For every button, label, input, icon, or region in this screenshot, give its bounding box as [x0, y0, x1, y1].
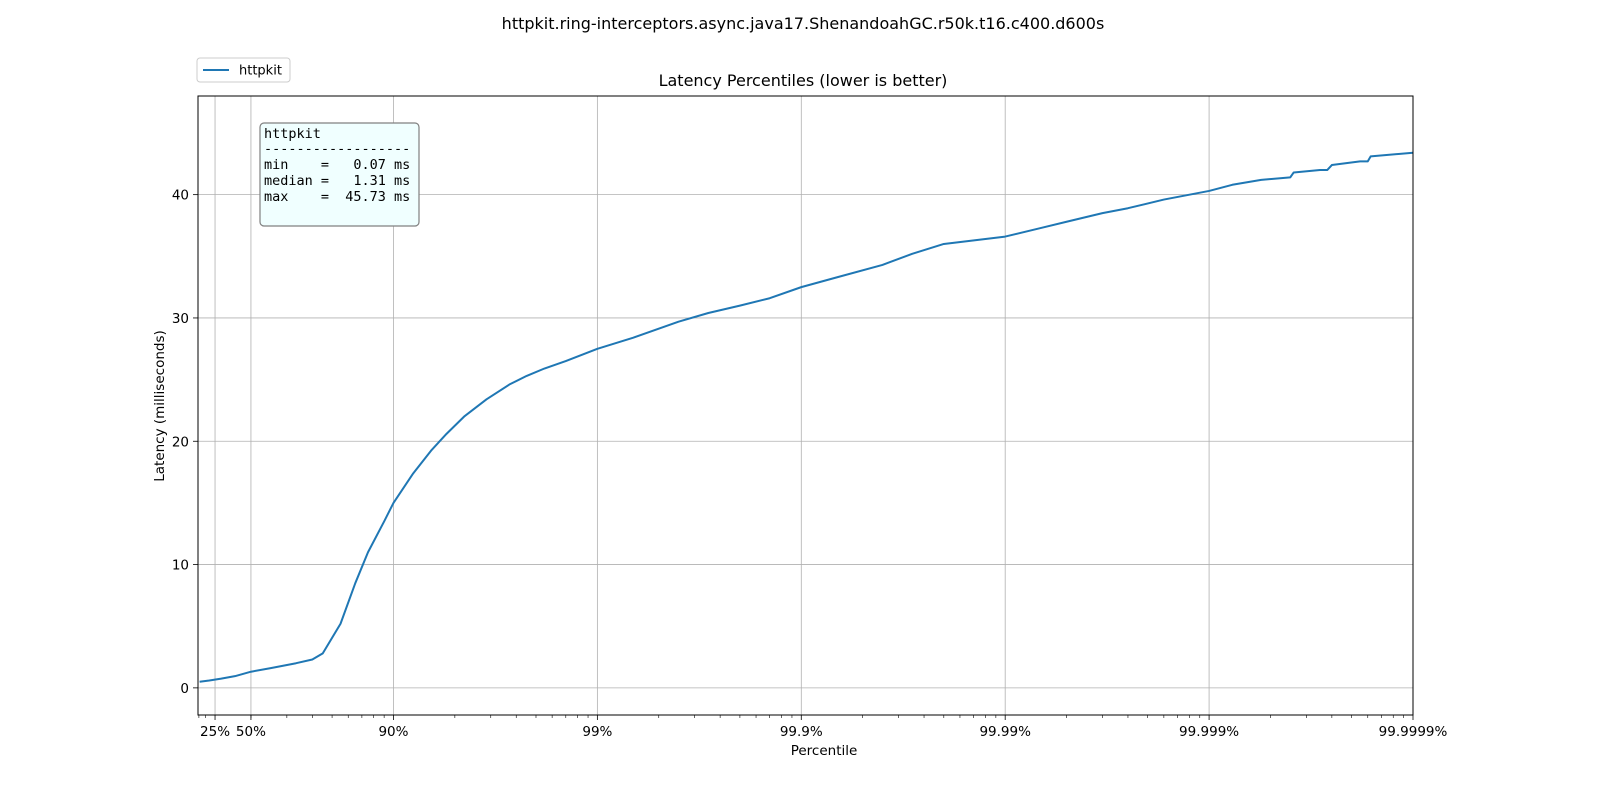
stats-max: max = 45.73 ms	[264, 189, 410, 205]
y-axis-label: Latency (milliseconds)	[152, 330, 168, 482]
stats-box-frame	[259, 122, 420, 227]
y-tick-label: 40	[172, 188, 189, 204]
figure-title: httpkit.ring-interceptors.async.java17.S…	[502, 14, 1105, 33]
y-tick-label: 20	[172, 434, 189, 450]
series-line-httpkit	[199, 151, 1414, 683]
x-tick-label: 99.999%	[1179, 724, 1239, 740]
y-tick-label: 0	[180, 681, 189, 697]
x-axis-ticks: 25% 50% 90% 99% 99.9% 99.99% 99.999% 99.9999%	[200, 715, 1447, 740]
x-tick-label: 99%	[582, 724, 612, 740]
legend-label: httpkit	[239, 64, 282, 79]
plot-frame	[197, 95, 1414, 716]
x-tick-label: 99.9999%	[1379, 724, 1448, 740]
chart-title: Latency Percentiles (lower is better)	[659, 71, 948, 90]
x-tick-label: 50%	[236, 724, 266, 740]
x-tick-label: 25%	[200, 724, 230, 740]
x-axis-label: Percentile	[791, 743, 858, 759]
stats-box: httpkit ------------------ min = 0.07 ms…	[259, 122, 420, 227]
legend: httpkit	[196, 57, 291, 83]
y-axis-ticks: 0 10 20 30 40	[172, 188, 198, 697]
x-tick-label: 90%	[378, 724, 408, 740]
y-tick-label: 10	[172, 558, 189, 574]
stats-title: httpkit	[264, 126, 321, 142]
stats-divider: ------------------	[264, 141, 410, 157]
legend-frame	[196, 57, 291, 83]
x-tick-label: 99.99%	[979, 724, 1031, 740]
stats-min: min = 0.07 ms	[264, 157, 410, 173]
x-tick-label: 99.9%	[780, 724, 823, 740]
stats-median: median = 1.31 ms	[264, 173, 410, 189]
y-tick-label: 30	[172, 311, 189, 327]
